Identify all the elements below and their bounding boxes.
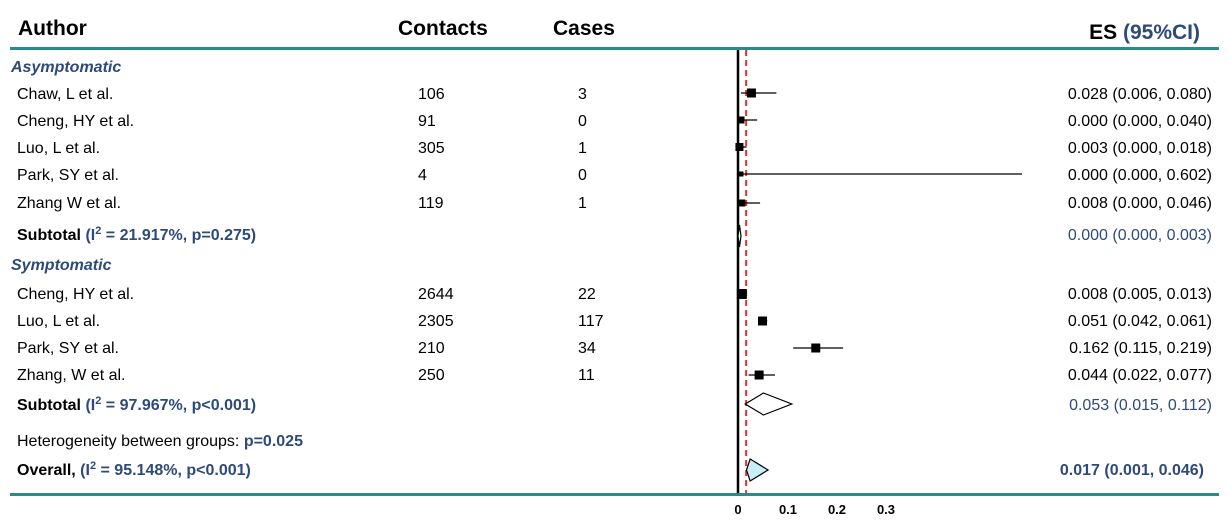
- study-cases: 117: [578, 313, 604, 330]
- effect-marker: [746, 88, 756, 98]
- overall-label: Overall, (I2 = 95.148%, p<0.001): [17, 460, 251, 479]
- header-cases: Cases: [553, 17, 615, 40]
- header-es-ci: (95%CI): [1123, 21, 1200, 44]
- study-row: Cheng, HY et al. 2644 22 0.008 (0.005, 0…: [17, 286, 1212, 303]
- overall-es: 0.017 (0.001, 0.046): [1060, 462, 1204, 479]
- study-row: Zhang, W et al. 250 11 0.044 (0.022, 0.0…: [17, 367, 1212, 384]
- study-author: Luo, L et al.: [17, 313, 100, 330]
- study-contacts: 4: [418, 167, 427, 184]
- study-contacts: 305: [418, 140, 445, 157]
- subtotal-label: Subtotal (I2 = 21.917%, p=0.275): [17, 225, 256, 244]
- effect-marker: [738, 171, 744, 177]
- heterogeneity-text: Heterogeneity between groups: p=0.025: [17, 433, 303, 450]
- subtotal-es: 0.000 (0.000, 0.003): [1068, 227, 1212, 244]
- study-row: Cheng, HY et al. 91 0 0.000 (0.000, 0.04…: [17, 113, 1212, 130]
- subtotal-label: Subtotal (I2 = 97.967%, p<0.001): [17, 395, 256, 414]
- effect-marker: [736, 289, 747, 299]
- study-row: Luo, L et al. 305 1 0.003 (0.000, 0.018): [17, 140, 1212, 157]
- study-author: Park, SY et al.: [17, 340, 119, 357]
- study-es: 0.000 (0.000, 0.602): [1068, 167, 1212, 184]
- study-cases: 11: [578, 367, 595, 384]
- study-row: Luo, L et al. 2305 117 0.051 (0.042, 0.0…: [17, 313, 1212, 330]
- x-tick-label: 0: [734, 502, 741, 516]
- header-author: Author: [18, 17, 87, 40]
- study-contacts: 2305: [418, 313, 454, 330]
- group-label-symptomatic: Symptomatic: [11, 257, 112, 274]
- subtotal-es: 0.053 (0.015, 0.112): [1069, 397, 1212, 414]
- x-tick-label: 0.3: [877, 502, 895, 516]
- study-es: 0.051 (0.042, 0.061): [1068, 313, 1212, 330]
- study-cases: 0: [578, 167, 587, 184]
- header-es-prefix: ES: [1089, 21, 1123, 44]
- overall-diamond: [745, 458, 770, 482]
- effect-marker: [735, 143, 744, 151]
- study-contacts: 91: [418, 113, 436, 130]
- study-cases: 22: [578, 286, 596, 303]
- group-label-asymptomatic: Asymptomatic: [10, 59, 121, 76]
- study-es: 0.000 (0.000, 0.040): [1068, 113, 1212, 130]
- x-tick-label: 0.2: [828, 502, 846, 516]
- study-author: Cheng, HY et al.: [17, 286, 134, 303]
- header-contacts: Contacts: [398, 17, 488, 40]
- header-es: ES (95%CI): [1089, 21, 1200, 44]
- study-author: Zhang, W et al.: [17, 367, 126, 384]
- study-es: 0.044 (0.022, 0.077): [1068, 367, 1212, 384]
- study-es: 0.008 (0.000, 0.046): [1068, 195, 1212, 212]
- study-author: Cheng, HY et al.: [17, 113, 134, 130]
- study-row: Zhang W et al. 119 1 0.008 (0.000, 0.046…: [17, 195, 1212, 212]
- x-tick-label: 0.1: [779, 502, 797, 516]
- study-contacts: 2644: [418, 286, 454, 303]
- study-contacts: 210: [418, 340, 445, 357]
- study-es: 0.028 (0.006, 0.080): [1068, 86, 1212, 103]
- subtotal-diamond: [744, 392, 794, 416]
- study-es: 0.162 (0.115, 0.219): [1069, 340, 1212, 357]
- effect-marker: [738, 199, 746, 207]
- effect-marker: [757, 316, 767, 326]
- study-author: Park, SY et al.: [17, 167, 119, 184]
- study-cases: 34: [578, 340, 596, 357]
- study-row: Park, SY et al. 4 0 0.000 (0.000, 0.602): [17, 167, 1212, 184]
- study-es: 0.008 (0.005, 0.013): [1068, 286, 1212, 303]
- study-row: Chaw, L et al. 106 3 0.028 (0.006, 0.080…: [17, 86, 1212, 103]
- plot-marks: [735, 50, 1022, 493]
- study-cases: 1: [578, 195, 587, 212]
- effect-marker: [737, 116, 745, 124]
- bottom-rule: [10, 493, 1219, 496]
- effect-marker: [754, 370, 764, 380]
- study-cases: 1: [578, 140, 587, 157]
- effect-marker: [811, 343, 821, 353]
- study-contacts: 119: [418, 195, 444, 212]
- study-author: Chaw, L et al.: [17, 86, 113, 103]
- study-row: Park, SY et al. 210 34 0.162 (0.115, 0.2…: [17, 340, 1212, 357]
- study-contacts: 250: [418, 367, 445, 384]
- subtotal-diamond: [737, 224, 742, 248]
- study-author: Luo, L et al.: [17, 140, 100, 157]
- study-cases: 3: [578, 86, 587, 103]
- study-author: Zhang W et al.: [17, 195, 121, 212]
- study-contacts: 106: [418, 86, 445, 103]
- top-rule: [10, 47, 1219, 50]
- study-cases: 0: [578, 113, 587, 130]
- study-es: 0.003 (0.000, 0.018): [1068, 140, 1212, 157]
